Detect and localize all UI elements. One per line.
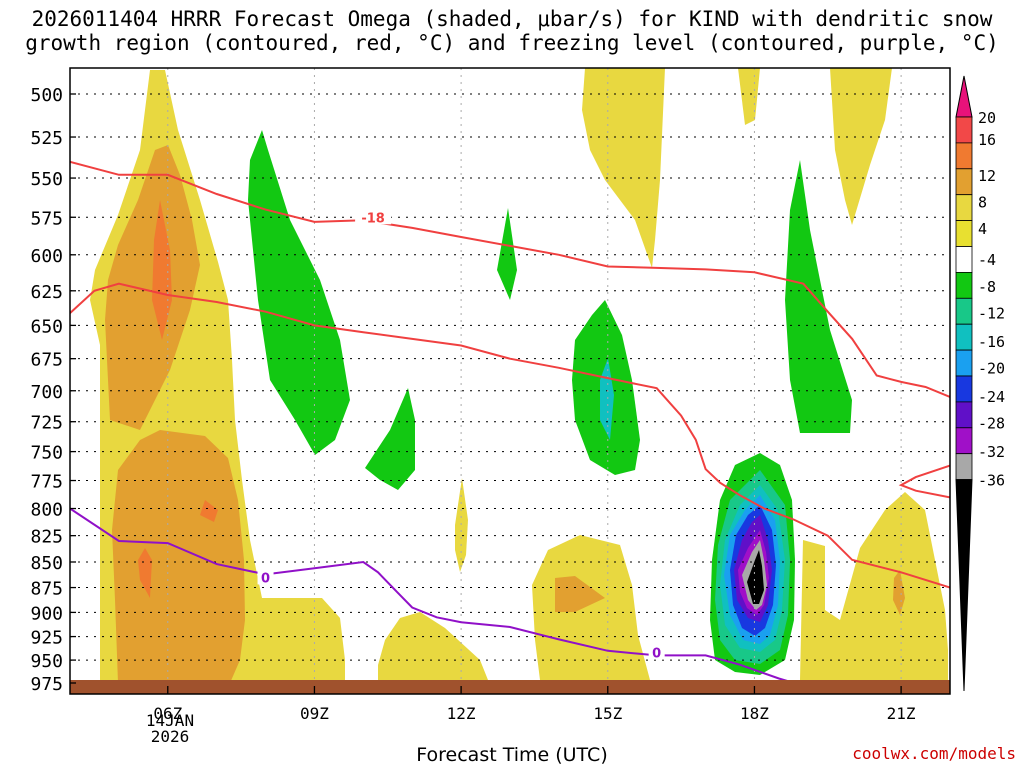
contour-label-1: 0 bbox=[261, 571, 270, 586]
y-tick-label-900: 900 bbox=[30, 603, 63, 624]
colorbar-label--16: -16 bbox=[978, 333, 1005, 351]
green-region-13z bbox=[497, 208, 517, 300]
contour-layer: -18 0 0 bbox=[70, 160, 950, 687]
source-credit: coolwx.com/models bbox=[852, 744, 1016, 763]
colorbar-box-12 bbox=[955, 401, 973, 429]
x-tick-label-06Z: 06Z bbox=[153, 704, 182, 723]
date-label-day: 14JAN bbox=[145, 711, 195, 730]
colorbar-box-1 bbox=[955, 116, 973, 144]
y-tick-label-675: 675 bbox=[30, 350, 63, 371]
plot-frame bbox=[69, 67, 951, 695]
colorbar-label--32: -32 bbox=[978, 443, 1005, 461]
yellow-region-15z bbox=[532, 535, 650, 680]
y-tick-label-775: 775 bbox=[30, 472, 63, 493]
colorbar-label--36: -36 bbox=[978, 472, 1005, 490]
colorbar-label-20: 20 bbox=[978, 109, 996, 127]
colorbar-box-9 bbox=[955, 323, 973, 351]
orange-12-lower bbox=[138, 548, 152, 598]
y-tick-label-600: 600 bbox=[30, 246, 63, 267]
y-tick-label-925: 925 bbox=[30, 628, 63, 649]
orange-region-21z bbox=[893, 570, 905, 615]
colorbar-box-2 bbox=[955, 142, 973, 170]
contour-label-bg-0 bbox=[355, 209, 392, 225]
colorbar-box-11 bbox=[955, 375, 973, 403]
y-tick-label-850: 850 bbox=[30, 553, 63, 574]
colorbar-label--4: -4 bbox=[978, 251, 996, 269]
yellow-region-top-15z bbox=[582, 68, 665, 268]
colorbar-label--12: -12 bbox=[978, 305, 1005, 323]
colorbar-label-8: 8 bbox=[978, 193, 987, 211]
colorbar-box-10 bbox=[955, 349, 973, 377]
orange-12-middle bbox=[200, 500, 218, 522]
y-axis: 500 525 550 575 600 625 650 675 700 725 750 775 800 8… bbox=[30, 85, 76, 695]
x-tick-label-12Z: 12Z bbox=[447, 704, 476, 723]
yellow-region-top-18z bbox=[738, 68, 760, 125]
y-tick-label-650: 650 bbox=[30, 316, 63, 337]
y-tick-label-575: 575 bbox=[30, 208, 63, 229]
colorbar-box-14 bbox=[955, 453, 973, 481]
x-axis-label: Forecast Time (UTC) bbox=[416, 744, 608, 766]
orange-region-15z bbox=[555, 576, 605, 612]
colorbar-label--20: -20 bbox=[978, 360, 1005, 378]
colorbar-label-16: 16 bbox=[978, 131, 996, 149]
colorbar-label-12: 12 bbox=[978, 167, 996, 185]
x-tick-label-09Z: 09Z bbox=[300, 704, 329, 723]
y-tick-label-525: 525 bbox=[30, 128, 63, 149]
green-region-11z bbox=[365, 388, 415, 490]
date-label-year: 2026 bbox=[150, 727, 190, 746]
chart-title-line-2: growth region (contoured, red, °C) and f… bbox=[25, 31, 999, 55]
yellow-region-top-20z bbox=[830, 68, 892, 225]
green-region-09z bbox=[248, 130, 350, 455]
orange-8-region-low bbox=[112, 430, 245, 683]
colorbar-label--24: -24 bbox=[978, 388, 1005, 406]
x-tick-label-21Z: 21Z bbox=[887, 704, 916, 723]
colorbar-label--8: -8 bbox=[978, 278, 996, 296]
contour-line-3 bbox=[70, 507, 804, 687]
x-axis: 06Z 09Z 12Z 15Z 18Z 21Z bbox=[153, 686, 916, 723]
y-tick-label-625: 625 bbox=[30, 282, 63, 303]
yellow-region-21z bbox=[800, 492, 948, 680]
contour-label-bg-1 bbox=[257, 569, 274, 585]
green-region-20z bbox=[785, 160, 852, 433]
x-tick-label-18Z: 18Z bbox=[740, 704, 769, 723]
black-core-region bbox=[747, 550, 764, 604]
colorbar-box-6 bbox=[955, 246, 973, 273]
y-tick-label-700: 700 bbox=[30, 382, 63, 403]
contour-label-2: 0 bbox=[652, 647, 661, 662]
y-tick-label-950: 950 bbox=[30, 651, 63, 672]
x-tick-label-15Z: 15Z bbox=[593, 704, 622, 723]
colorbar-label--28: -28 bbox=[978, 415, 1005, 433]
colorbar-label-4: 4 bbox=[978, 220, 987, 238]
y-tick-label-550: 550 bbox=[30, 169, 63, 190]
y-tick-label-500: 500 bbox=[30, 85, 63, 106]
colorbar-box-3 bbox=[955, 168, 973, 196]
colorbar: 20 16 12 8 4 -4 -8 -12 -16 -20 -24 -28 -32 -36 bbox=[955, 75, 1005, 692]
colorbar-box-7 bbox=[955, 271, 973, 299]
contour-label-0: -18 bbox=[361, 211, 385, 226]
y-tick-label-975: 975 bbox=[30, 674, 63, 695]
colorbar-box-13 bbox=[955, 427, 973, 455]
y-tick-label-750: 750 bbox=[30, 443, 63, 464]
contour-line-1 bbox=[70, 282, 950, 589]
yellow-region-12z bbox=[378, 612, 488, 680]
colorbar-box-5 bbox=[955, 220, 973, 247]
y-tick-label-825: 825 bbox=[30, 527, 63, 548]
contour-label-bg-2 bbox=[648, 644, 665, 660]
orange-12-upper bbox=[152, 200, 172, 340]
colorbar-bottom-arrow bbox=[955, 479, 973, 692]
colorbar-box-4 bbox=[955, 194, 973, 221]
colorbar-top-arrow bbox=[955, 75, 973, 118]
y-tick-label-800: 800 bbox=[30, 500, 63, 521]
y-tick-label-725: 725 bbox=[30, 413, 63, 434]
ground-surface bbox=[70, 680, 950, 694]
chart-title-line-1: 2026011404 HRRR Forecast Omega (shaded, … bbox=[31, 7, 993, 31]
contour-line-0 bbox=[70, 160, 950, 398]
contour-line-2 bbox=[898, 464, 950, 499]
colorbar-box-8 bbox=[955, 297, 973, 325]
y-tick-label-875: 875 bbox=[30, 579, 63, 600]
omega-shading-layer bbox=[90, 68, 948, 683]
